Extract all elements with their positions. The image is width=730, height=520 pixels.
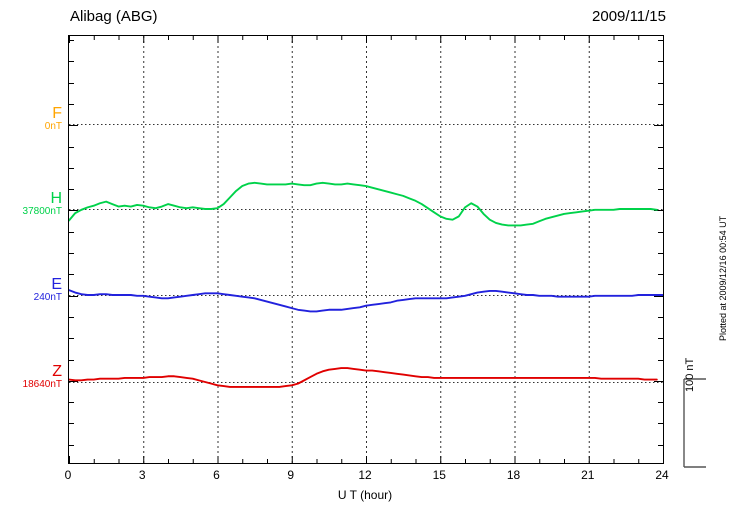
trace-e bbox=[69, 289, 663, 313]
x-tick-label-6: 6 bbox=[213, 468, 220, 482]
x-tick-label-21: 21 bbox=[581, 468, 595, 482]
page-title: Alibag (ABG) bbox=[70, 8, 158, 25]
scale-bar-caption: 100 nT bbox=[684, 357, 696, 392]
trace-z bbox=[69, 367, 658, 388]
x-tick-label-3: 3 bbox=[138, 468, 146, 482]
scale-bar bbox=[668, 377, 708, 469]
component-label-h: H 37800nT bbox=[0, 190, 62, 218]
x-tick-label-0: 0 bbox=[64, 468, 72, 482]
x-tick-label-9: 9 bbox=[287, 468, 295, 482]
component-baseline-z: 18640nT bbox=[22, 379, 62, 390]
component-letter-f: F bbox=[52, 105, 62, 122]
trace-h bbox=[69, 181, 658, 227]
chart-date: 2009/11/15 bbox=[592, 8, 666, 25]
component-letter-e: E bbox=[51, 276, 62, 293]
plotted-timestamp: Plotted at 2009/12/16 00:54 UT bbox=[718, 215, 728, 341]
x-tick-label-15: 15 bbox=[432, 468, 446, 482]
x-tick-label-24: 24 bbox=[655, 468, 669, 482]
x-tick-label-12: 12 bbox=[358, 468, 372, 482]
component-baseline-h: 37800nT bbox=[22, 206, 62, 217]
component-baseline-e: 240nT bbox=[33, 292, 62, 303]
component-baseline-f: 0nT bbox=[44, 121, 62, 132]
component-label-z: Z 18640nT bbox=[0, 363, 62, 391]
component-label-f: F 0nT bbox=[0, 105, 62, 133]
plot-frame bbox=[68, 35, 664, 464]
trace-canvas bbox=[69, 36, 663, 463]
x-axis-title: U T (hour) bbox=[337, 488, 393, 502]
x-tick-label-18: 18 bbox=[506, 468, 521, 482]
component-letter-z: Z bbox=[52, 363, 62, 380]
component-letter-h: H bbox=[50, 190, 62, 207]
component-label-e: E 240nT bbox=[0, 276, 62, 304]
